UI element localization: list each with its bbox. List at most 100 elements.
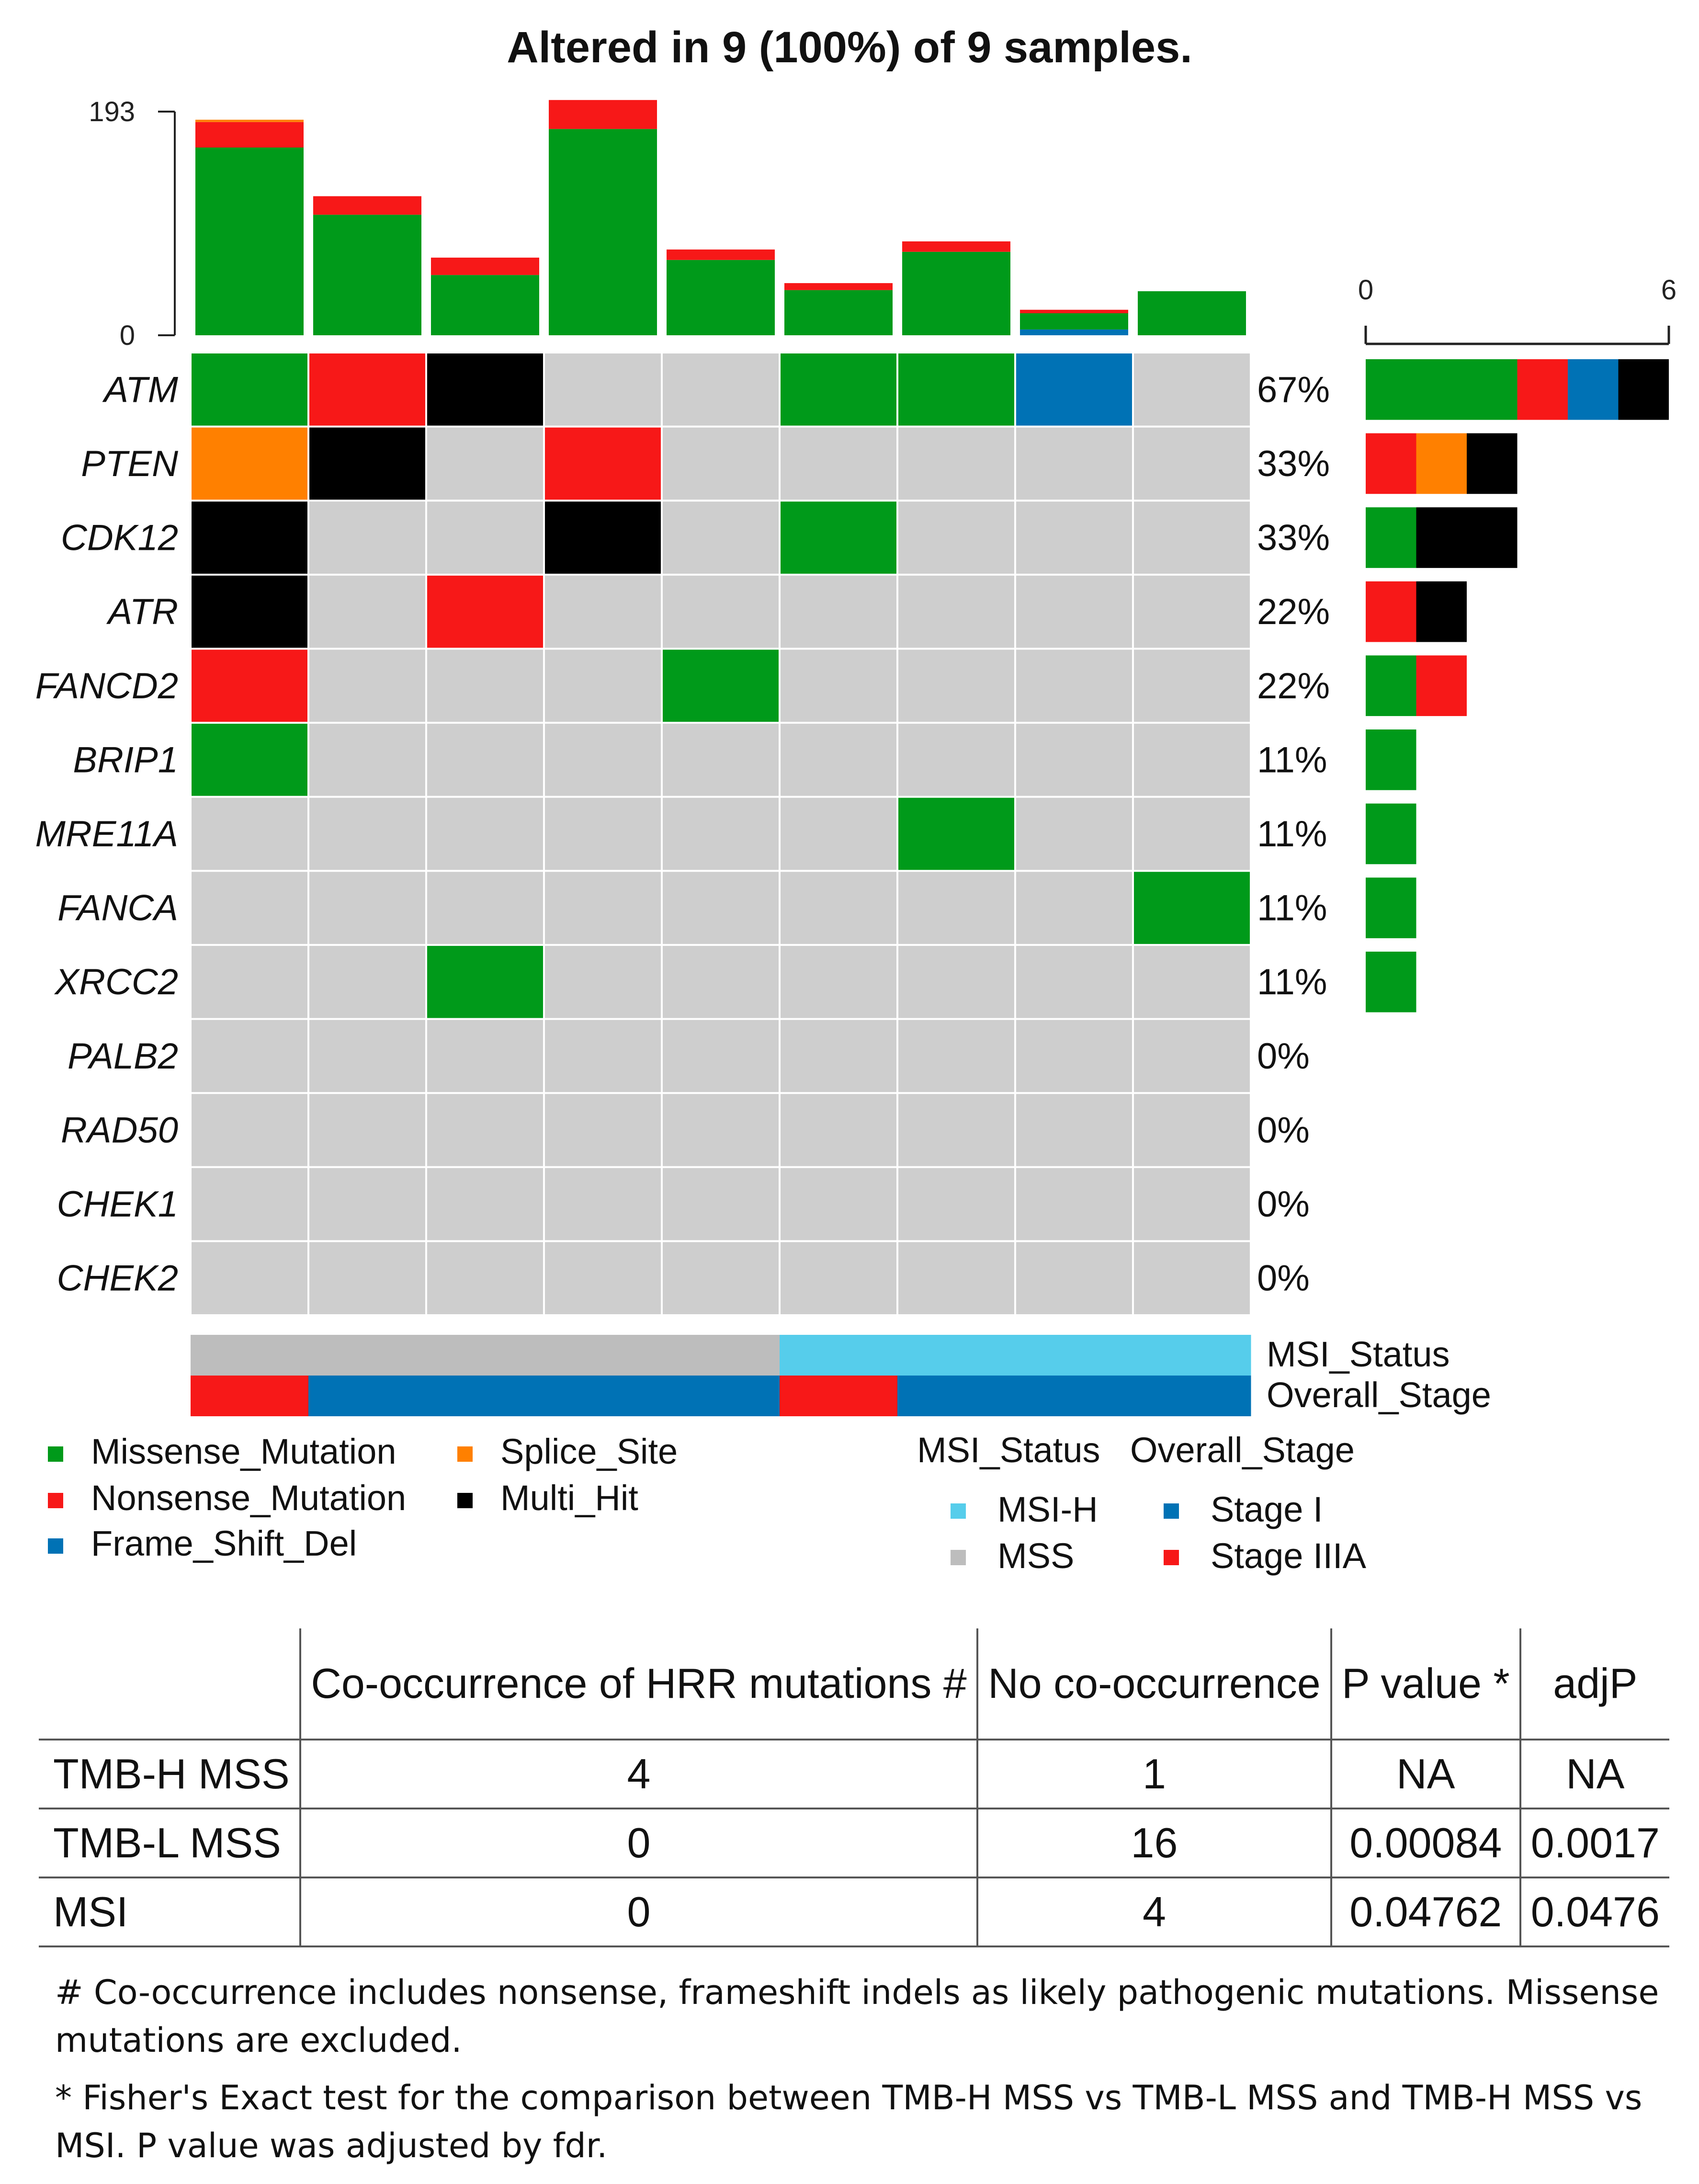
empty-cell: [663, 427, 779, 500]
annotation-legend-title: MSI_Status: [917, 1430, 1100, 1470]
gene-label: BRIP1: [73, 739, 178, 780]
empty-cell: [1016, 945, 1132, 1018]
gene-percentage: 11%: [1257, 962, 1327, 1002]
legend-label: Nonsense_Mutation: [91, 1478, 406, 1518]
empty-cell: [898, 575, 1014, 648]
empty-cell: [309, 575, 425, 648]
empty-cell: [898, 1168, 1014, 1240]
gene-bar-segment: [1366, 359, 1518, 420]
empty-cell: [1016, 797, 1132, 870]
gene-bar-segment: [1416, 581, 1467, 642]
mutation-cell: [192, 501, 307, 574]
gene-bar-segment: [1366, 581, 1416, 642]
annotation-cell: [1133, 1376, 1251, 1416]
empty-cell: [1016, 1242, 1132, 1314]
gene-bar-segment: [1366, 951, 1416, 1012]
empty-cell: [427, 1020, 543, 1092]
tmb-bar-segment: [195, 148, 304, 335]
empty-cell: [309, 724, 425, 796]
tmb-bar-segment: [1020, 329, 1128, 335]
empty-cell: [781, 797, 896, 870]
empty-cell: [1016, 1168, 1132, 1240]
empty-cell: [1016, 724, 1132, 796]
gene-label: ATR: [106, 592, 178, 632]
table-cell: 16: [976, 1808, 1331, 1877]
gene-bar-segment: [1366, 655, 1416, 717]
empty-cell: [1134, 724, 1250, 796]
legend-label: Multi_Hit: [500, 1478, 638, 1518]
empty-cell: [427, 872, 543, 944]
empty-cell: [309, 797, 425, 870]
legend-swatch: [48, 1538, 63, 1554]
empty-cell: [545, 872, 661, 944]
table-cell: 0.0476: [1519, 1877, 1669, 1947]
annotation-cell: [1015, 1335, 1133, 1376]
mutation-cell: [192, 649, 307, 722]
table-cell: TMB-L MSS: [39, 1808, 300, 1877]
gene-bar-segment: [1467, 433, 1518, 494]
empty-cell: [663, 945, 779, 1018]
legend-swatch: [48, 1493, 63, 1508]
gene-percentage: 0%: [1257, 1184, 1310, 1225]
table-header-cell: Co-occurrence of HRR mutations #: [299, 1628, 978, 1740]
oncoplot: Altered in 9 (100%) of 9 samples. 193 0 ATM…: [35, 23, 1677, 1576]
table-header-row: Co-occurrence of HRR mutations # No co-o…: [39, 1628, 1669, 1740]
empty-cell: [192, 1168, 307, 1240]
gene-label: PALB2: [68, 1036, 178, 1077]
empty-cell: [545, 1094, 661, 1166]
gene-label: ATM: [102, 369, 178, 410]
mutation-cell: [545, 427, 661, 500]
tmb-bar-segment: [1138, 291, 1246, 335]
empty-cell: [898, 427, 1014, 500]
empty-cell: [545, 1020, 661, 1092]
gene-percentage: 11%: [1257, 814, 1327, 854]
annotation-cell: [662, 1376, 780, 1416]
empty-cell: [1134, 945, 1250, 1018]
annotation-cell: [426, 1376, 544, 1416]
empty-cell: [663, 501, 779, 574]
annotation-track-label: MSI_Status: [1267, 1334, 1450, 1374]
empty-cell: [545, 1168, 661, 1240]
empty-cell: [898, 501, 1014, 574]
empty-cell: [427, 649, 543, 722]
empty-cell: [192, 872, 307, 944]
legend-label: Frame_Shift_Del: [91, 1524, 357, 1563]
mutation-cell: [545, 501, 661, 574]
empty-cell: [545, 575, 661, 648]
annotation-cell: [897, 1376, 1016, 1416]
tmb-bar-segment: [549, 100, 657, 129]
empty-cell: [1134, 1094, 1250, 1166]
tmb-axis-max-label: 193: [89, 96, 135, 127]
table-cell: 0: [299, 1808, 978, 1877]
gene-percentage: 33%: [1257, 518, 1330, 558]
empty-cell: [663, 872, 779, 944]
empty-cell: [781, 1094, 896, 1166]
gene-label: FANCA: [57, 888, 178, 929]
legend-swatch: [457, 1493, 473, 1508]
gene-label: RAD50: [61, 1110, 178, 1150]
mutation-cell: [427, 945, 543, 1018]
table-cell: 0.00084: [1330, 1808, 1520, 1877]
annotation-cell: [308, 1376, 427, 1416]
empty-cell: [898, 1020, 1014, 1092]
legend-swatch: [457, 1446, 473, 1462]
empty-cell: [427, 427, 543, 500]
annotation-cell: [780, 1376, 898, 1416]
empty-cell: [545, 797, 661, 870]
empty-cell: [427, 724, 543, 796]
chart-title: Altered in 9 (100%) of 9 samples.: [507, 23, 1192, 72]
gene-percentage: 22%: [1257, 592, 1330, 632]
gene-percentage: 33%: [1257, 444, 1330, 484]
legend-swatch: [1164, 1550, 1179, 1565]
annotation-cell: [1015, 1376, 1133, 1416]
legend-label: MSS: [997, 1536, 1074, 1576]
empty-cell: [1016, 1020, 1132, 1092]
annotation-cell: [662, 1335, 780, 1376]
mutation-cell: [1134, 872, 1250, 944]
empty-cell: [898, 872, 1014, 944]
empty-cell: [545, 724, 661, 796]
gene-bar-segment: [1416, 655, 1467, 717]
empty-cell: [781, 724, 896, 796]
gene-label: FANCD2: [35, 666, 178, 706]
empty-cell: [898, 1242, 1014, 1314]
